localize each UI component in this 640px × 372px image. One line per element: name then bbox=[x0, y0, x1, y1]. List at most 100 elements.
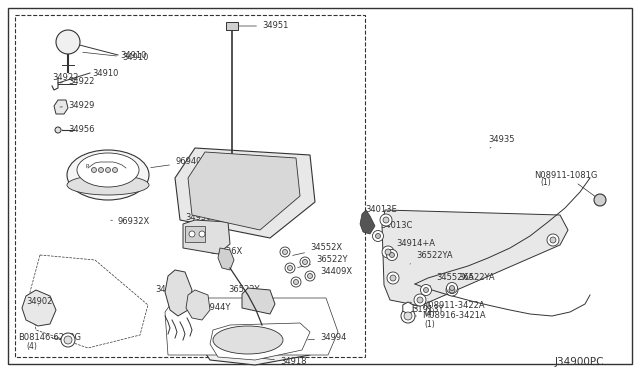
Bar bbox=[15, 15, 365, 357]
Text: 34902: 34902 bbox=[26, 298, 52, 307]
Text: 34910: 34910 bbox=[92, 68, 118, 77]
Text: 34409X: 34409X bbox=[310, 267, 352, 278]
Text: 36522Y: 36522Y bbox=[228, 285, 259, 295]
Text: 34910: 34910 bbox=[120, 51, 147, 60]
Circle shape bbox=[420, 285, 431, 295]
Bar bbox=[358, 148, 616, 316]
Circle shape bbox=[199, 231, 205, 237]
Circle shape bbox=[285, 263, 295, 273]
Text: M08916-3421A: M08916-3421A bbox=[411, 311, 486, 321]
Circle shape bbox=[376, 234, 381, 238]
Polygon shape bbox=[200, 320, 320, 365]
Bar bbox=[185, 226, 205, 242]
Text: (1): (1) bbox=[540, 179, 551, 187]
Text: 36522YA: 36522YA bbox=[410, 251, 452, 264]
Circle shape bbox=[287, 266, 292, 270]
Polygon shape bbox=[183, 220, 230, 254]
Circle shape bbox=[401, 309, 415, 323]
Circle shape bbox=[424, 288, 429, 292]
Text: 34980Z: 34980Z bbox=[155, 285, 188, 295]
Bar bbox=[226, 22, 238, 30]
Circle shape bbox=[449, 287, 455, 293]
Circle shape bbox=[383, 217, 389, 223]
Circle shape bbox=[390, 275, 396, 281]
Ellipse shape bbox=[67, 175, 149, 195]
Polygon shape bbox=[360, 210, 375, 234]
Circle shape bbox=[307, 273, 312, 279]
Circle shape bbox=[387, 250, 397, 260]
Polygon shape bbox=[165, 270, 192, 316]
Polygon shape bbox=[54, 100, 68, 114]
Text: 96940Y: 96940Y bbox=[151, 157, 206, 168]
Circle shape bbox=[56, 30, 80, 54]
Circle shape bbox=[446, 284, 458, 296]
Polygon shape bbox=[382, 210, 568, 306]
Polygon shape bbox=[175, 148, 315, 238]
Circle shape bbox=[387, 272, 399, 284]
Text: P: P bbox=[86, 164, 89, 169]
Circle shape bbox=[594, 194, 606, 206]
Polygon shape bbox=[148, 295, 352, 360]
Text: 34552XA: 34552XA bbox=[430, 273, 474, 286]
Circle shape bbox=[380, 214, 392, 226]
Circle shape bbox=[300, 257, 310, 267]
Text: (1): (1) bbox=[424, 320, 435, 328]
Text: 34126X: 34126X bbox=[210, 247, 243, 257]
Polygon shape bbox=[218, 248, 234, 270]
Circle shape bbox=[280, 247, 290, 257]
Polygon shape bbox=[22, 290, 56, 326]
Text: 96944Y: 96944Y bbox=[195, 304, 232, 312]
Polygon shape bbox=[18, 250, 158, 355]
Text: 34918: 34918 bbox=[263, 357, 307, 366]
Circle shape bbox=[449, 285, 454, 291]
Text: J34900PC: J34900PC bbox=[555, 357, 605, 367]
Text: N08911-3422A: N08911-3422A bbox=[411, 301, 484, 310]
Circle shape bbox=[390, 253, 394, 257]
Circle shape bbox=[303, 260, 307, 264]
Circle shape bbox=[282, 250, 287, 254]
Text: 34914+A: 34914+A bbox=[392, 240, 435, 252]
Circle shape bbox=[547, 234, 559, 246]
Text: (4): (4) bbox=[26, 343, 37, 352]
Circle shape bbox=[291, 277, 301, 287]
Ellipse shape bbox=[213, 326, 283, 354]
Circle shape bbox=[113, 167, 118, 173]
Circle shape bbox=[92, 167, 97, 173]
Text: N08911-1081G: N08911-1081G bbox=[534, 170, 598, 198]
Circle shape bbox=[447, 282, 458, 294]
Text: 34013C: 34013C bbox=[378, 221, 412, 234]
Text: 96932X: 96932X bbox=[111, 218, 150, 227]
Ellipse shape bbox=[77, 153, 139, 187]
Text: 34914: 34914 bbox=[242, 294, 268, 302]
Text: 34922: 34922 bbox=[60, 77, 94, 87]
Text: 31913Y: 31913Y bbox=[410, 302, 444, 314]
Polygon shape bbox=[165, 298, 338, 355]
Circle shape bbox=[414, 294, 426, 306]
Circle shape bbox=[55, 127, 61, 133]
Circle shape bbox=[99, 167, 104, 173]
Circle shape bbox=[189, 231, 195, 237]
Text: B08146-6202G: B08146-6202G bbox=[18, 334, 81, 343]
Polygon shape bbox=[210, 323, 310, 360]
Circle shape bbox=[404, 312, 412, 320]
Text: 34552X: 34552X bbox=[292, 244, 342, 256]
Text: 34013E: 34013E bbox=[365, 205, 397, 220]
Circle shape bbox=[294, 279, 298, 285]
Text: 34951: 34951 bbox=[235, 22, 289, 31]
Text: 34922: 34922 bbox=[52, 73, 78, 81]
Circle shape bbox=[372, 231, 383, 241]
Circle shape bbox=[305, 271, 315, 281]
Text: 36522YA: 36522YA bbox=[453, 273, 495, 285]
Circle shape bbox=[64, 336, 72, 344]
Text: 34994: 34994 bbox=[308, 334, 346, 343]
Text: 34956: 34956 bbox=[62, 125, 95, 135]
Text: 36522Y: 36522Y bbox=[298, 256, 348, 267]
Text: 34935: 34935 bbox=[488, 135, 515, 148]
Ellipse shape bbox=[67, 150, 149, 200]
Polygon shape bbox=[188, 152, 300, 230]
Circle shape bbox=[385, 249, 391, 255]
Polygon shape bbox=[186, 290, 210, 320]
Text: (1): (1) bbox=[424, 308, 435, 317]
Circle shape bbox=[417, 297, 423, 303]
Text: 34929: 34929 bbox=[60, 102, 94, 110]
